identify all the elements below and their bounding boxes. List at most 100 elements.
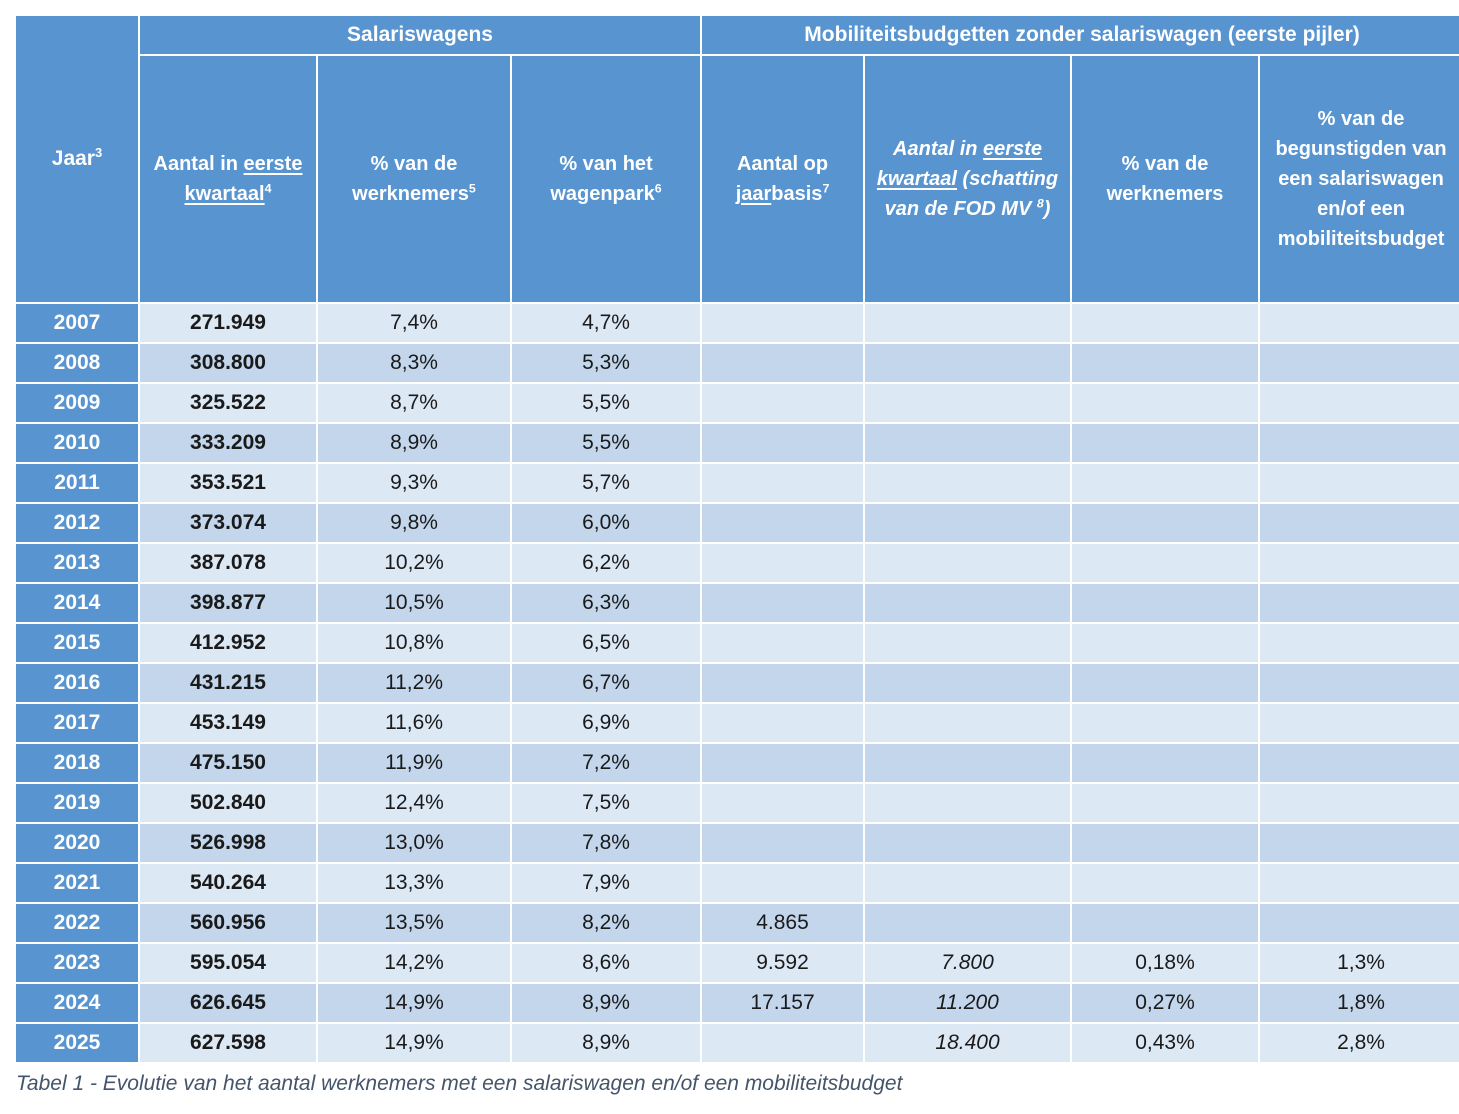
q1-estimate-cell <box>865 864 1071 902</box>
pct-beneficiaries-cell <box>1260 544 1459 582</box>
q1-count-cell: 502.840 <box>140 784 316 822</box>
yearly-count-cell <box>702 1024 864 1062</box>
pct-beneficiaries-cell <box>1260 864 1459 902</box>
table-row: 2025 627.598 14,9% 8,9% 18.400 0,43% 2,8% <box>16 1024 1459 1062</box>
q1-count-cell: 398.877 <box>140 584 316 622</box>
pct-beneficiaries-cell <box>1260 904 1459 942</box>
estimate-header-close: ) <box>1043 198 1051 220</box>
table-row: 2024 626.645 14,9% 8,9% 17.157 11.200 0,27% 1,8… <box>16 984 1459 1022</box>
q1-count-cell: 373.074 <box>140 504 316 542</box>
yearly-header-prefix: Aantal op <box>736 153 829 175</box>
year-cell: 2015 <box>16 624 138 662</box>
q1-estimate-cell: 11.200 <box>865 984 1071 1022</box>
q1-count-cell: 325.522 <box>140 384 316 422</box>
yearly-count-cell: 17.157 <box>702 984 864 1022</box>
pct-workers2-cell <box>1072 824 1259 862</box>
pct-workers2-cell <box>1072 784 1259 822</box>
pct-beneficiaries-cell: 1,8% <box>1260 984 1459 1022</box>
jaar-label: Jaar <box>51 147 95 171</box>
jaar-footnote-sup: 3 <box>94 145 103 161</box>
table-row: 2023 595.054 14,2% 8,6% 9.592 7.800 0,18% 1,3% <box>16 944 1459 982</box>
yearly-count-cell <box>702 704 864 742</box>
pct-beneficiaries-cell: 2,8% <box>1260 1024 1459 1062</box>
pct-workers2-cell <box>1072 384 1259 422</box>
table-row: 2009 325.522 8,7% 5,5% <box>16 384 1459 422</box>
pct-workers-cell: 11,2% <box>318 664 510 702</box>
q1-count-cell: 595.054 <box>140 944 316 982</box>
pct-fleet-cell: 4,7% <box>512 304 701 342</box>
pct-fleet-cell: 5,7% <box>512 464 701 502</box>
pct-fleet-cell: 6,0% <box>512 504 701 542</box>
pct-fleet-cell: 6,7% <box>512 664 701 702</box>
year-cell: 2012 <box>16 504 138 542</box>
year-cell: 2016 <box>16 664 138 702</box>
year-cell: 2010 <box>16 424 138 462</box>
pct-workers-cell: 7,4% <box>318 304 510 342</box>
year-cell: 2023 <box>16 944 138 982</box>
yearly-count-cell <box>702 304 864 342</box>
col-header-pct-fleet: % van het wagenpark6 <box>512 56 701 302</box>
q1-estimate-cell <box>865 704 1071 742</box>
pct-workers2-cell <box>1072 864 1259 902</box>
yearly-count-cell <box>702 664 864 702</box>
pct-workers-cell: 14,2% <box>318 944 510 982</box>
year-cell: 2019 <box>16 784 138 822</box>
yearly-count-cell: 9.592 <box>702 944 864 982</box>
pct-beneficiaries-cell <box>1260 784 1459 822</box>
year-cell: 2009 <box>16 384 138 422</box>
pct-beneficiaries-cell: 1,3% <box>1260 944 1459 982</box>
col-header-q1-count: Aantal in eerste kwartaal4 <box>140 56 316 302</box>
pct-workers2-cell <box>1072 464 1259 502</box>
q1-estimate-cell <box>865 544 1071 582</box>
pct-workers2-cell <box>1072 744 1259 782</box>
table-row: 2022 560.956 13,5% 8,2% 4.865 <box>16 904 1459 942</box>
pct-workers-cell: 13,5% <box>318 904 510 942</box>
pct-fleet-cell: 7,9% <box>512 864 701 902</box>
yearly-header-underlined: jaar <box>735 183 772 205</box>
pct-fleet-cell: 5,5% <box>512 424 701 462</box>
pct-workers2-cell <box>1072 624 1259 662</box>
year-cell: 2025 <box>16 1024 138 1062</box>
year-cell: 2018 <box>16 744 138 782</box>
pct-workers-cell: 8,7% <box>318 384 510 422</box>
col-header-pct-beneficiaries: % van de begunstigden van een salariswag… <box>1260 56 1459 302</box>
yearly-count-cell <box>702 344 864 382</box>
q1-estimate-cell: 7.800 <box>865 944 1071 982</box>
pct-workers-cell: 10,8% <box>318 624 510 662</box>
table-row: 2015 412.952 10,8% 6,5% <box>16 624 1459 662</box>
table-row: 2011 353.521 9,3% 5,7% <box>16 464 1459 502</box>
yearly-count-cell <box>702 744 864 782</box>
q1-count-cell: 540.264 <box>140 864 316 902</box>
yearly-count-cell <box>702 544 864 582</box>
table-row: 2016 431.215 11,2% 6,7% <box>16 664 1459 702</box>
q1-count-cell: 412.952 <box>140 624 316 662</box>
estimate-header-middle: (schatting van de FOD MV <box>884 168 1059 220</box>
pct-fleet-cell: 8,9% <box>512 984 701 1022</box>
pct-fleet-cell: 6,5% <box>512 624 701 662</box>
estimate-header-prefix: Aantal in <box>893 138 984 160</box>
pct-fleet-cell: 7,2% <box>512 744 701 782</box>
pct-workers-cell: 14,9% <box>318 984 510 1022</box>
q1-estimate-cell: 18.400 <box>865 1024 1071 1062</box>
year-cell: 2021 <box>16 864 138 902</box>
q1-count-cell: 526.998 <box>140 824 316 862</box>
pct-fleet-cell: 5,3% <box>512 344 701 382</box>
pct-workers2-cell <box>1072 504 1259 542</box>
pct-fleet-cell: 6,9% <box>512 704 701 742</box>
estimate-footnote-sup: 8 <box>1036 196 1044 211</box>
pct-workers2-cell <box>1072 664 1259 702</box>
q1-header-prefix: Aantal in <box>153 153 244 175</box>
pct-workers-cell: 11,9% <box>318 744 510 782</box>
pct-fleet-cell: 6,2% <box>512 544 701 582</box>
pct-fleet-cell: 8,6% <box>512 944 701 982</box>
pct-workers-cell: 13,3% <box>318 864 510 902</box>
pct-beneficiaries-cell <box>1260 664 1459 702</box>
pct-fleet-cell: 7,5% <box>512 784 701 822</box>
pct-workers-cell: 14,9% <box>318 1024 510 1062</box>
table-row: 2013 387.078 10,2% 6,2% <box>16 544 1459 582</box>
pct-workers-cell: 8,3% <box>318 344 510 382</box>
pct-workers-cell: 12,4% <box>318 784 510 822</box>
pct-beneficiaries-cell <box>1260 424 1459 462</box>
yearly-count-cell <box>702 464 864 502</box>
q1-estimate-cell <box>865 624 1071 662</box>
